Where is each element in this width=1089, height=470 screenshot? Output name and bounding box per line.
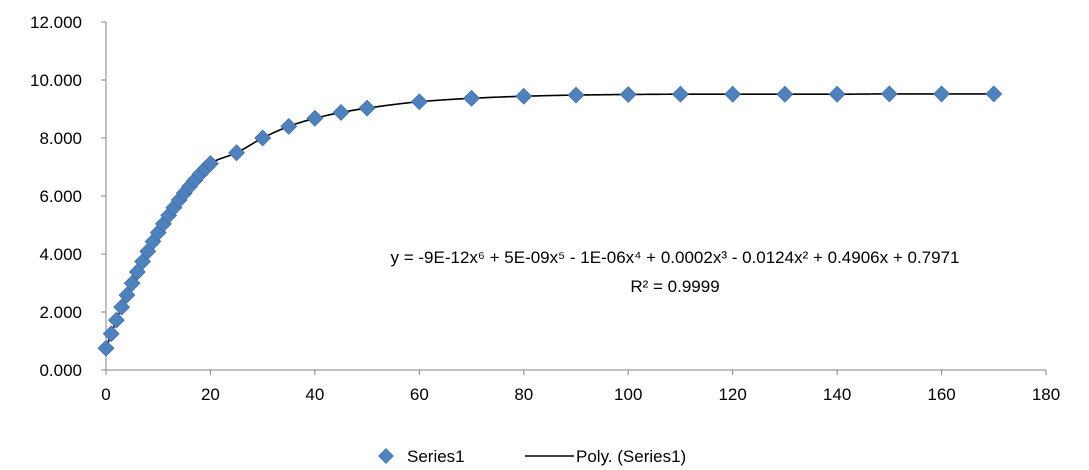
x-tick-label: 160 (927, 385, 955, 404)
trendline-equation: y = -9E-12x⁶ + 5E-09x⁵ - 1E-06x⁴ + 0.000… (391, 248, 960, 267)
x-tick-label: 180 (1032, 385, 1060, 404)
data-point (672, 85, 689, 103)
trendline-curve (105, 93, 994, 349)
y-tick-label: 2.000 (39, 303, 82, 322)
data-point (985, 85, 1003, 103)
data-point (515, 87, 533, 105)
x-tick-label: 140 (823, 385, 851, 404)
data-point (113, 298, 131, 316)
data-point (108, 311, 125, 329)
data-point (306, 109, 324, 127)
data-point (828, 85, 846, 103)
x-tick-label: 100 (614, 385, 642, 404)
data-point (332, 104, 350, 121)
data-point (358, 99, 376, 117)
data-point (165, 199, 183, 217)
axes: 0.000 2.000 4.000 6.000 8.000 10.000 12.000 0 20… (30, 13, 1060, 404)
legend-trendline-label: Poly. (Series1) (576, 447, 686, 466)
data-point (724, 85, 742, 103)
data-point (280, 117, 298, 135)
y-tick-label: 0.000 (39, 361, 82, 380)
y-tick-label: 12.000 (30, 13, 82, 32)
y-tick-label: 6.000 (39, 187, 82, 206)
y-tick-label: 10.000 (30, 71, 82, 90)
data-point (181, 178, 198, 195)
data-point (118, 286, 136, 304)
data-point (410, 93, 428, 111)
legend-series1-marker (378, 448, 394, 464)
data-point (202, 155, 219, 172)
data-point (139, 242, 157, 260)
trendline-r-squared: R² = 0.9999 (630, 277, 719, 296)
data-point (933, 85, 950, 103)
data-point (463, 89, 480, 107)
data-point (254, 129, 272, 147)
x-tick-label: 40 (305, 385, 324, 404)
data-point (880, 85, 898, 103)
trendline-equation-box: y = -9E-12x⁶ + 5E-09x⁵ - 1E-06x⁴ + 0.000… (391, 248, 960, 296)
x-tick-label: 0 (101, 385, 110, 404)
data-point (228, 144, 245, 162)
data-point (102, 325, 120, 343)
data-point (776, 85, 794, 103)
data-point (186, 171, 204, 189)
x-tick-label: 20 (201, 385, 220, 404)
data-point (123, 274, 141, 292)
legend: Series1 Poly. (Series1) (378, 447, 686, 466)
x-tick-label: 120 (718, 385, 746, 404)
x-tick-label: 80 (514, 385, 533, 404)
data-point (619, 86, 637, 103)
y-tick-label: 4.000 (39, 245, 82, 264)
data-point (160, 207, 178, 224)
data-point (134, 253, 151, 270)
legend-series1-label: Series1 (407, 447, 465, 466)
series1-points (97, 85, 1003, 357)
data-point (97, 339, 115, 357)
y-tick-label: 8.000 (39, 129, 82, 148)
trendline-layer (105, 93, 994, 349)
data-point (567, 86, 585, 104)
x-tick-label: 60 (410, 385, 429, 404)
